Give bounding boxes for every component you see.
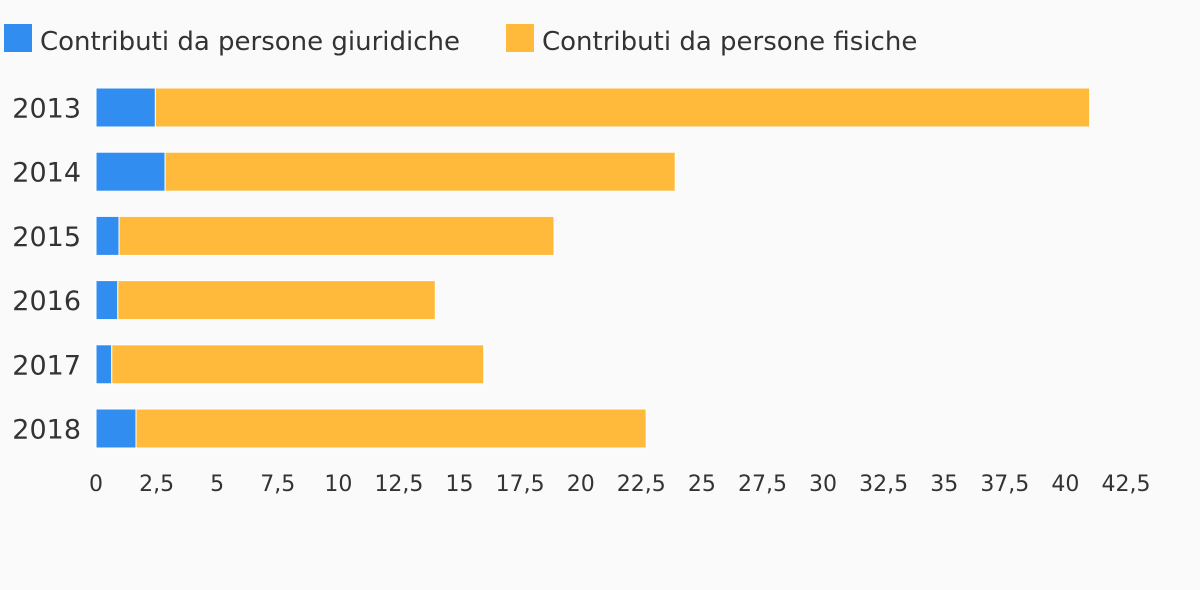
category-label-2013: 2013 bbox=[12, 94, 81, 125]
category-label-2017: 2017 bbox=[12, 350, 81, 381]
bar-2016-series-1 bbox=[95, 280, 119, 321]
legend-label-1: Contributi da persone giuridiche bbox=[40, 27, 460, 57]
x-tick-label-16: 40 bbox=[1051, 472, 1079, 497]
bar-2014-series-1 bbox=[95, 151, 166, 192]
x-tick-label-15: 37,5 bbox=[980, 472, 1029, 497]
x-tick-label-14: 35 bbox=[930, 472, 958, 497]
x-tick-label-4: 10 bbox=[324, 472, 352, 497]
x-tick-label-6: 15 bbox=[446, 472, 474, 497]
x-tick-label-12: 30 bbox=[809, 472, 837, 497]
x-tick-label-17: 42,5 bbox=[1102, 472, 1151, 497]
x-tick-label-11: 27,5 bbox=[738, 472, 787, 497]
bar-2015-series-2 bbox=[118, 215, 555, 256]
legend-swatch-2 bbox=[506, 24, 534, 52]
bar-2015-series-1 bbox=[95, 215, 120, 256]
bar-2013-series-1 bbox=[95, 87, 156, 128]
bar-2014-series-2 bbox=[164, 151, 676, 192]
bars bbox=[95, 87, 1091, 449]
legend-label-2: Contributi da persone fisiche bbox=[542, 27, 917, 57]
legend: Contributi da persone giuridiche Contribu… bbox=[4, 24, 917, 57]
x-tick-label-8: 20 bbox=[567, 472, 595, 497]
category-label-2018: 2018 bbox=[12, 415, 81, 446]
bar-2017-series-2 bbox=[111, 344, 485, 385]
x-tick-label-5: 12,5 bbox=[374, 472, 423, 497]
bar-2017-series-1 bbox=[95, 344, 113, 385]
x-tick-label-2: 5 bbox=[210, 472, 224, 497]
category-label-2016: 2016 bbox=[12, 286, 81, 317]
x-axis-tick-labels: 0 2,5 5 7,5 10 12,5 15 17,5 20 22,5 25 27,5 30 32,5 35… bbox=[89, 472, 1150, 497]
x-tick-label-13: 32,5 bbox=[859, 472, 908, 497]
legend-swatch-1 bbox=[4, 24, 32, 52]
x-tick-label-3: 7,5 bbox=[260, 472, 295, 497]
x-tick-label-0: 0 bbox=[89, 472, 103, 497]
category-label-2015: 2015 bbox=[12, 222, 81, 253]
bar-2016-series-2 bbox=[117, 280, 436, 321]
x-tick-label-1: 2,5 bbox=[139, 472, 174, 497]
x-tick-label-10: 25 bbox=[688, 472, 716, 497]
category-labels: 2013 2014 2015 2016 2017 2018 bbox=[12, 94, 81, 446]
x-tick-label-9: 22,5 bbox=[617, 472, 666, 497]
bar-2018-series-1 bbox=[95, 408, 137, 449]
bar-2018-series-2 bbox=[135, 408, 647, 449]
bar-2013-series-2 bbox=[154, 87, 1091, 128]
category-label-2014: 2014 bbox=[12, 158, 81, 189]
x-tick-label-7: 17,5 bbox=[496, 472, 545, 497]
